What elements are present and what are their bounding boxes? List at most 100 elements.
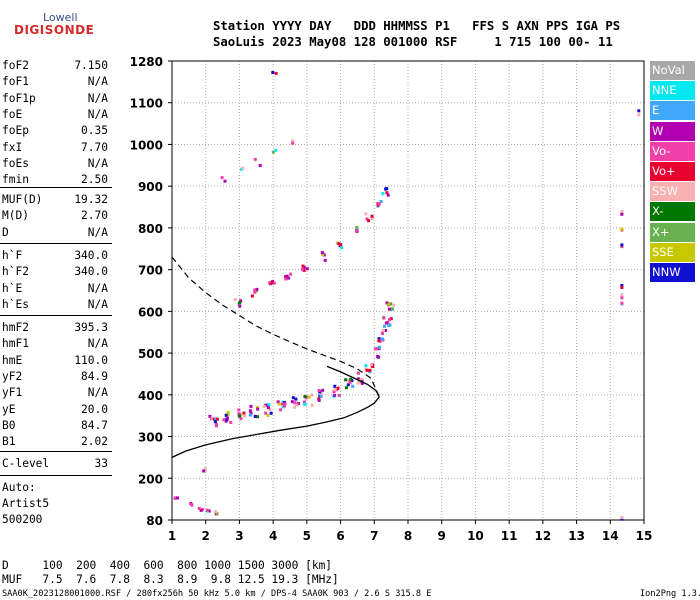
echo-point <box>320 251 324 255</box>
param-value: N/A <box>87 75 108 89</box>
echo-point <box>364 212 368 216</box>
echo-point <box>370 217 374 220</box>
echo-point <box>211 416 215 420</box>
x-tick-label: 15 <box>636 529 653 543</box>
echo-point <box>284 277 288 281</box>
legend-xplus: X+ <box>650 222 695 242</box>
param-separator <box>0 475 112 476</box>
echo-point <box>279 408 283 412</box>
echo-point <box>317 398 321 402</box>
y-tick-label: 300 <box>138 431 163 445</box>
x-tick-label: 13 <box>568 529 585 543</box>
echo-point <box>226 410 230 414</box>
footer-version: Ion2Png 1.3.17 <box>640 589 700 599</box>
legend-noval: NoVal <box>650 61 695 80</box>
param-hmf2: hmF2 395.3 <box>0 321 112 339</box>
param-h-es: h`Es N/A <box>0 298 112 316</box>
param-value: 340.0 <box>74 265 108 279</box>
echo-point <box>272 281 276 285</box>
echo-point <box>293 401 297 405</box>
echo-point <box>620 517 624 521</box>
echo-point <box>300 267 304 271</box>
echo-point <box>276 400 280 404</box>
echo-point <box>289 272 293 276</box>
echo-point <box>333 384 337 388</box>
param-name: h`Es <box>2 297 29 311</box>
echo-point <box>280 402 284 406</box>
param-m-d: M(D) 2.70 <box>0 209 112 227</box>
param-h-f: h`F 340.0 <box>0 249 112 267</box>
echo-point <box>270 281 274 285</box>
y-tick-label: 400 <box>138 389 163 403</box>
echo-point <box>238 414 242 418</box>
param-name: foF2 <box>2 59 29 72</box>
echo-point <box>368 368 372 372</box>
echo-point <box>620 516 624 519</box>
param-b1: B1 2.02 <box>0 435 112 453</box>
param-foep: foEp 0.35 <box>0 124 112 142</box>
auto-info-line: 500200 <box>2 513 43 526</box>
x-tick-label: 5 <box>303 529 311 543</box>
echo-point <box>384 187 388 191</box>
echo-point <box>319 395 323 398</box>
echo-point <box>269 411 273 415</box>
echo-point <box>337 242 341 246</box>
param-fof2: foF2 7.150 <box>0 59 112 77</box>
param-value: N/A <box>87 337 108 351</box>
echo-point <box>385 301 389 305</box>
param-value: 7.70 <box>81 140 108 154</box>
echo-point <box>346 383 350 387</box>
echo-point <box>208 414 212 418</box>
param-name: foF1p <box>2 91 36 105</box>
echo-point <box>307 395 311 399</box>
param-name: B0 <box>2 418 16 432</box>
param-value: 340.0 <box>74 249 108 262</box>
param-name: hmF2 <box>2 321 29 334</box>
param-name: C-level <box>2 457 50 470</box>
echo-point <box>620 301 624 305</box>
echo-point <box>385 191 389 195</box>
param-value: 110.0 <box>74 353 108 367</box>
echo-point <box>379 200 383 203</box>
param-b0: B0 84.7 <box>0 419 112 437</box>
echo-point <box>239 417 243 421</box>
echo-point <box>237 408 241 412</box>
echo-point <box>285 274 289 278</box>
legend-w: W <box>650 121 695 141</box>
param-value: N/A <box>87 297 108 311</box>
param-h-f2: h`F2 340.0 <box>0 265 112 283</box>
param-value: N/A <box>87 281 108 295</box>
echo-point <box>290 400 294 404</box>
echo-point <box>256 415 259 419</box>
echo-point <box>292 405 296 409</box>
echo-point <box>365 217 369 221</box>
echo-point <box>381 192 385 196</box>
echo-point <box>321 388 325 392</box>
param-h-e: h`E N/A <box>0 282 112 300</box>
param-hmf1: hmF1 N/A <box>0 337 112 355</box>
param-value: N/A <box>87 156 108 170</box>
param-separator <box>0 187 112 188</box>
echo-point <box>377 202 381 206</box>
echo-point <box>239 299 243 303</box>
param-value: 84.9 <box>81 369 108 383</box>
echo-point <box>354 229 358 233</box>
echo-point <box>266 414 270 417</box>
echo-point <box>620 210 624 213</box>
echo-point <box>370 214 374 218</box>
echo-point <box>389 317 393 321</box>
echo-point <box>303 395 307 398</box>
echo-point <box>384 321 388 325</box>
y-tick-label: 800 <box>138 222 163 236</box>
param-fmin: fmin 2.50 <box>0 173 112 191</box>
echo-point <box>262 405 266 408</box>
param-value: N/A <box>87 107 108 121</box>
echo-point <box>226 416 229 420</box>
distance-row: D 100 200 400 600 800 1000 1500 3000 [km… <box>2 559 333 572</box>
param-value: N/A <box>87 225 108 239</box>
echo-point <box>387 318 391 321</box>
echo-point <box>287 276 291 280</box>
param-fof1p: foF1p N/A <box>0 92 112 110</box>
echo-point <box>310 393 314 397</box>
echo-point <box>253 290 257 294</box>
